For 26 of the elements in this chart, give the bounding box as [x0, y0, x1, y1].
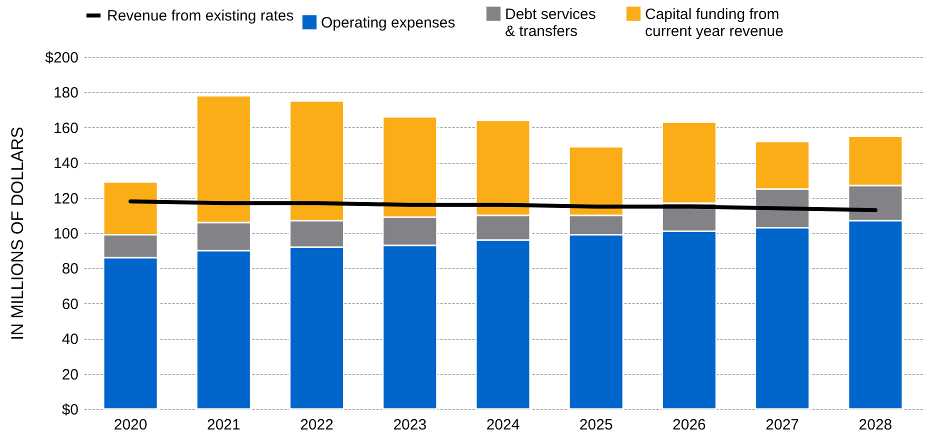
- x-tick-label: 2027: [766, 416, 800, 434]
- x-tick-label: 2024: [486, 416, 520, 434]
- line-series: [128, 199, 878, 212]
- y-tick-label: 80: [62, 260, 78, 278]
- y-tick-label: 40: [62, 331, 78, 348]
- legend-label: Revenue from existing rates: [107, 8, 294, 24]
- y-tick-label: $200: [45, 50, 78, 66]
- x-tick-label: 2026: [672, 416, 706, 434]
- y-tick-label: 20: [62, 366, 78, 384]
- x-tick-label: 2023: [393, 416, 427, 434]
- x-tick-label: 2028: [858, 416, 892, 434]
- y-tick-label: 100: [53, 226, 78, 242]
- x-tick-label: 2025: [579, 416, 613, 434]
- x-tick-label: 2022: [300, 416, 334, 434]
- y-tick-label: $0: [62, 402, 78, 418]
- y-axis-title: IN MILLIONS OF DOLLARS: [8, 126, 28, 340]
- legend-label: Operating expenses: [321, 14, 456, 32]
- y-tick-label: 120: [53, 190, 78, 208]
- legend-label: Debt services & transfers: [505, 6, 596, 40]
- x-tick-label: 2021: [206, 416, 240, 434]
- y-tick-label: 180: [53, 84, 78, 102]
- legend-label: Capital funding from current year revenue: [645, 6, 784, 40]
- y-tick-label: 160: [53, 120, 78, 137]
- x-tick-label: 2020: [114, 416, 148, 434]
- y-tick-label: 60: [62, 296, 78, 313]
- y-tick-label: 140: [53, 155, 78, 172]
